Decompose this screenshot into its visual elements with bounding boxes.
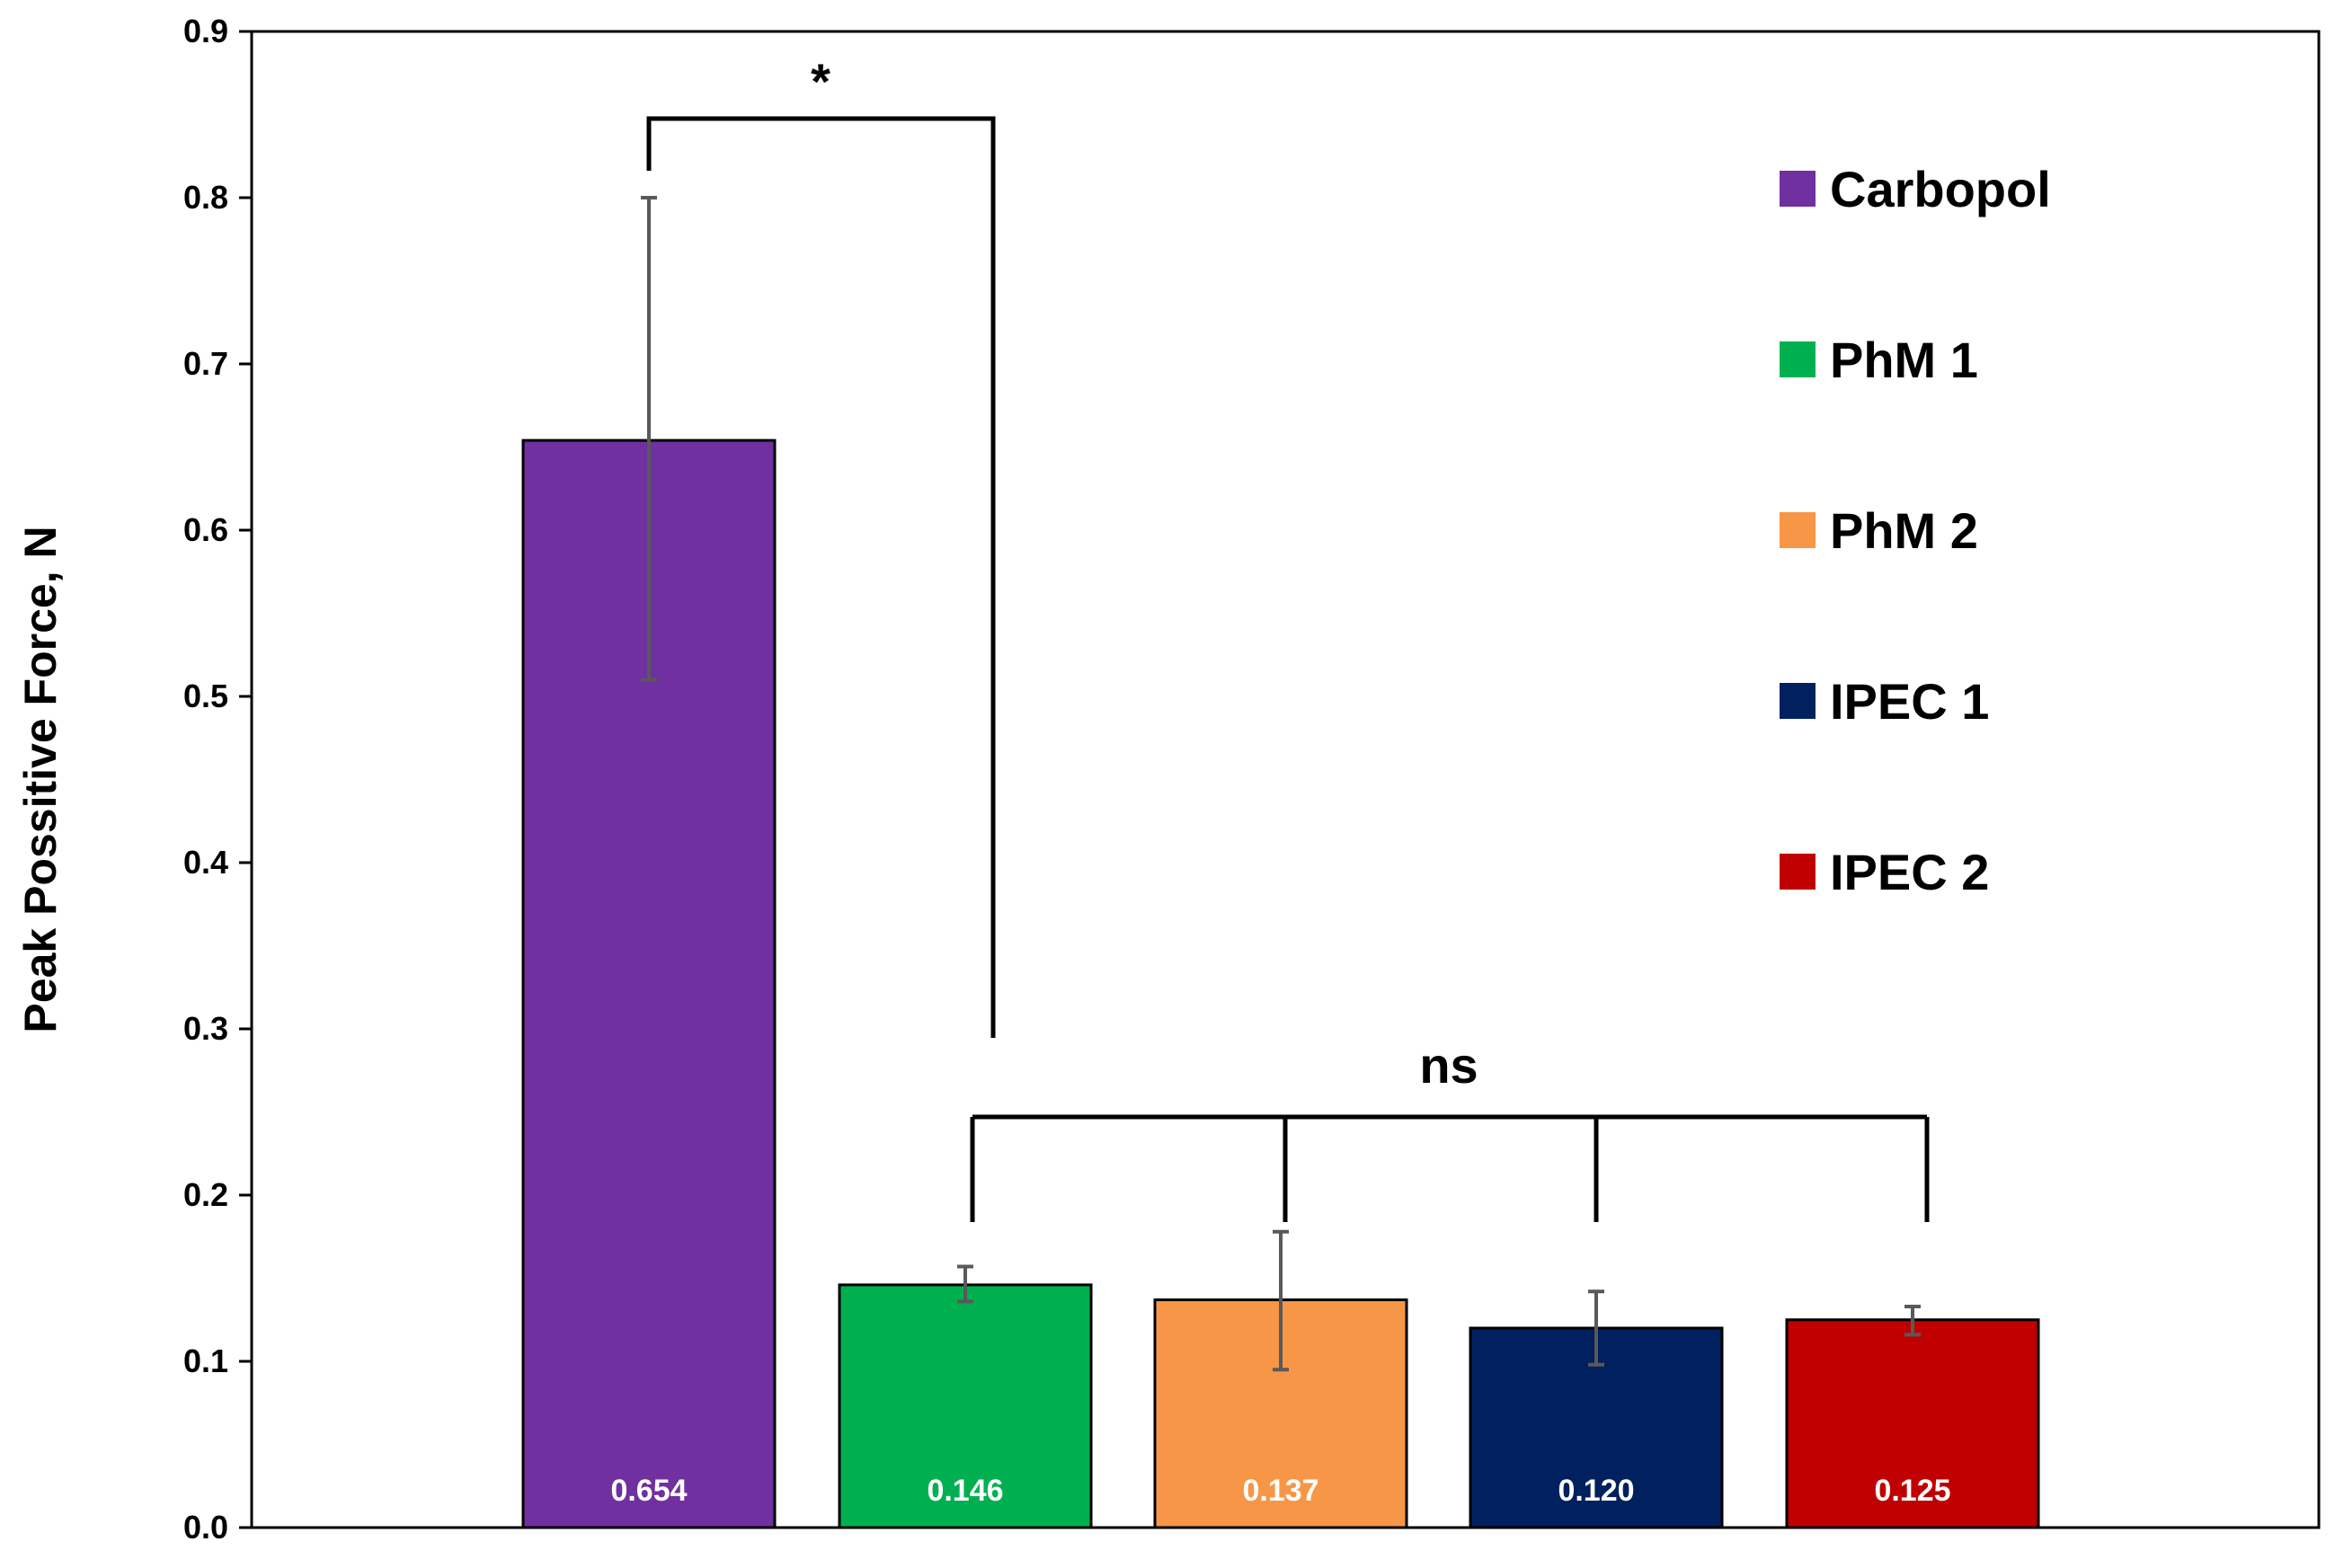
y-axis-ticks: 0.0 0.1 0.2 0.3 0.4 0.5 0.6 0.7 0.8 0.9	[183, 13, 252, 1546]
significance-brackets: * ns	[646, 53, 1930, 1222]
y-axis-title: Peak Possitive Force, N	[15, 526, 66, 1032]
legend-label-carbopol: Carbopol	[1830, 161, 2051, 217]
legend-label-ipec-1: IPEC 1	[1830, 673, 1989, 730]
legend-swatch-ipec-2	[1780, 854, 1816, 890]
legend-swatch-phm-1	[1780, 341, 1816, 377]
legend-swatch-carbopol	[1780, 171, 1816, 207]
legend-swatch-phm-2	[1780, 512, 1816, 548]
legend-label-phm-2: PhM 2	[1830, 502, 1978, 559]
legend-label-phm-1: PhM 1	[1830, 332, 1978, 388]
bar-value-label: 0.654	[610, 1474, 687, 1508]
y-tick-label: 0.2	[183, 1176, 228, 1213]
y-tick-label: 0.9	[183, 13, 228, 49]
y-tick-label: 0.1	[183, 1342, 228, 1379]
significance-bracket-star	[646, 116, 996, 1038]
y-tick-label: 0.7	[183, 345, 228, 382]
bar-value-labels: 0.654 0.146 0.137 0.120 0.125	[610, 1474, 1950, 1508]
y-tick-label: 0.8	[183, 179, 228, 216]
y-tick-label: 0.5	[183, 678, 228, 714]
bar-value-label: 0.125	[1874, 1474, 1950, 1508]
y-tick-label: 0.6	[183, 511, 228, 548]
bar-value-label: 0.146	[927, 1474, 1003, 1508]
y-tick-label: 0.3	[183, 1010, 228, 1047]
bar-phm-1	[838, 1283, 1093, 1529]
legend-swatch-ipec-1	[1780, 683, 1816, 719]
y-tick-label: 0.4	[183, 844, 228, 881]
bar-ipec-2	[1785, 1318, 2040, 1529]
legend: Carbopol PhM 1 PhM 2 IPEC 1 IPEC 2	[1780, 161, 2051, 900]
significance-label-ns: ns	[1419, 1037, 1478, 1094]
legend-label-ipec-2: IPEC 2	[1830, 844, 1989, 900]
bar-value-label: 0.120	[1558, 1474, 1634, 1508]
y-tick-label: 0.0	[183, 1509, 228, 1546]
bar-value-label: 0.137	[1242, 1474, 1318, 1508]
significance-label-star: *	[811, 53, 830, 110]
error-bars	[641, 196, 1921, 1372]
plot-area-frame	[250, 30, 2321, 1529]
